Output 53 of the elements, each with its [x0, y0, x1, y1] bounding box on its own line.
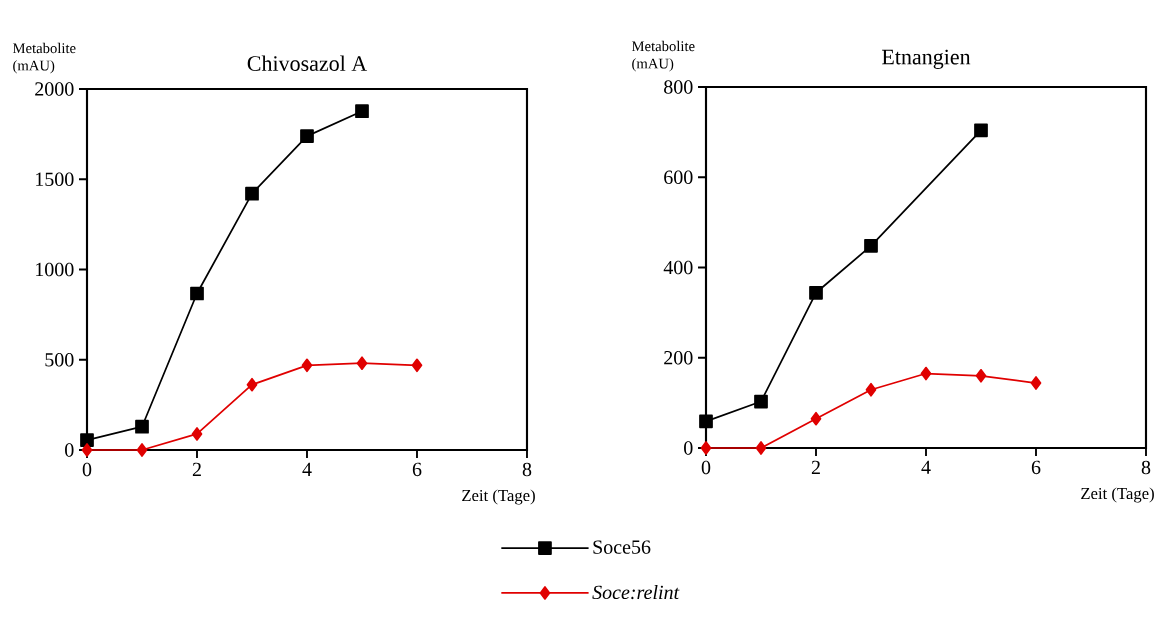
x-tick-label: 8 — [522, 462, 532, 477]
point — [810, 411, 822, 426]
point — [301, 358, 313, 373]
point — [754, 394, 768, 409]
x-tick-label: 8 — [1141, 460, 1151, 475]
y-axis-title: Metabolite (mAU) — [631, 40, 695, 72]
point — [136, 443, 148, 457]
point — [974, 123, 988, 138]
point — [755, 441, 767, 455]
y-tick-label: 800 — [664, 80, 693, 94]
point — [80, 433, 94, 447]
point — [1030, 376, 1042, 390]
point — [975, 368, 987, 383]
legend-label: Soce:relint — [592, 585, 680, 600]
point — [411, 358, 423, 373]
y-tick-label: 2000 — [35, 82, 74, 96]
x-tick-label: 2 — [192, 462, 201, 476]
point — [700, 441, 712, 455]
y-tick-label: 0 — [684, 441, 693, 455]
point — [246, 377, 258, 392]
y-tick-label: 1500 — [36, 172, 74, 186]
point — [355, 104, 369, 119]
y-tick-label: 200 — [664, 351, 693, 365]
point — [300, 129, 314, 143]
y-tick-label: 0 — [65, 443, 74, 457]
x-tick-label: 0 — [701, 460, 711, 475]
point — [865, 382, 877, 397]
x-tick-label: 4 — [921, 460, 931, 474]
x-axis-title: Zeit (Tage) — [462, 489, 535, 505]
y-axis-title: Metabolite (mAU) — [12, 42, 76, 74]
legend-label: Soce56 — [593, 540, 651, 554]
point — [864, 238, 878, 253]
point — [699, 414, 713, 429]
point — [135, 419, 149, 434]
point — [191, 427, 203, 441]
point — [356, 356, 368, 371]
chart-title: Etnangien — [882, 49, 971, 69]
point — [190, 286, 204, 301]
point — [920, 366, 932, 381]
y-tick-label: 500 — [45, 353, 74, 367]
x-tick-label: 6 — [1031, 460, 1041, 475]
y-tick-label: 600 — [664, 170, 693, 184]
y-tick-label: 400 — [663, 260, 693, 275]
y-tick-label: 1000 — [36, 262, 74, 277]
point — [245, 186, 259, 201]
x-tick-label: 4 — [302, 462, 312, 476]
point — [81, 443, 93, 457]
x-tick-label: 0 — [82, 462, 92, 477]
point — [809, 285, 823, 300]
x-tick-label: 6 — [412, 462, 422, 477]
x-tick-label: 2 — [811, 460, 820, 474]
chart-title: Chivosazol A — [247, 55, 368, 71]
x-axis-title: Zeit (Tage) — [1081, 487, 1154, 503]
